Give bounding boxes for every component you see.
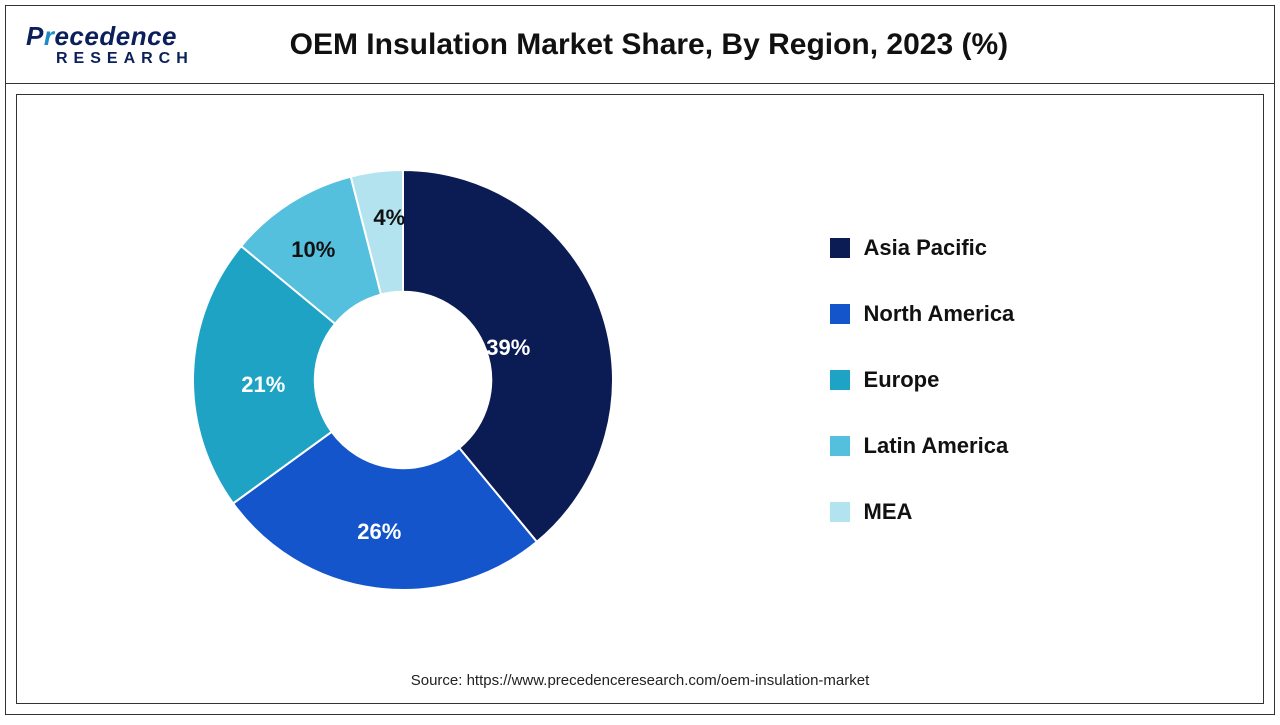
legend-item: Europe (830, 367, 1263, 393)
chart-title: OEM Insulation Market Share, By Region, … (194, 28, 1264, 62)
logo-pre: P (26, 21, 44, 51)
legend-item: Asia Pacific (830, 235, 1263, 261)
slice-label: 21% (241, 372, 285, 398)
legend-item: MEA (830, 499, 1263, 525)
legend-swatch (830, 304, 850, 324)
logo-post: ecedence (54, 21, 177, 51)
header-bar: Precedence RESEARCH OEM Insulation Marke… (6, 6, 1274, 84)
legend-swatch (830, 436, 850, 456)
donut-hole (316, 292, 490, 466)
legend-swatch (830, 502, 850, 522)
legend-label: MEA (864, 499, 913, 525)
legend-swatch (830, 370, 850, 390)
chart-area: 39% 26% 21% 10% 4% (17, 170, 790, 590)
slice-label: 26% (357, 519, 401, 545)
legend-swatch (830, 238, 850, 258)
outer-frame: Precedence RESEARCH OEM Insulation Marke… (5, 5, 1275, 715)
donut-chart: 39% 26% 21% 10% 4% (193, 170, 613, 590)
chart-body: 39% 26% 21% 10% 4% Asia Pacific North America… (17, 95, 1263, 664)
source-text: Source: https://www.precedenceresearch.c… (17, 664, 1263, 703)
logo-top: Precedence (26, 23, 177, 49)
slice-label: 39% (486, 335, 530, 361)
legend: Asia Pacific North America Europe Latin Ame… (790, 235, 1263, 525)
logo-bottom: RESEARCH (56, 51, 194, 67)
logo-accent: r (44, 21, 55, 51)
legend-item: Latin America (830, 433, 1263, 459)
legend-label: North America (864, 301, 1015, 327)
legend-label: Asia Pacific (864, 235, 988, 261)
legend-label: Europe (864, 367, 940, 393)
slice-label: 4% (373, 205, 405, 231)
slice-label: 10% (291, 237, 335, 263)
legend-label: Latin America (864, 433, 1009, 459)
brand-logo: Precedence RESEARCH (26, 23, 194, 67)
chart-frame: 39% 26% 21% 10% 4% Asia Pacific North America… (16, 94, 1264, 704)
legend-item: North America (830, 301, 1263, 327)
